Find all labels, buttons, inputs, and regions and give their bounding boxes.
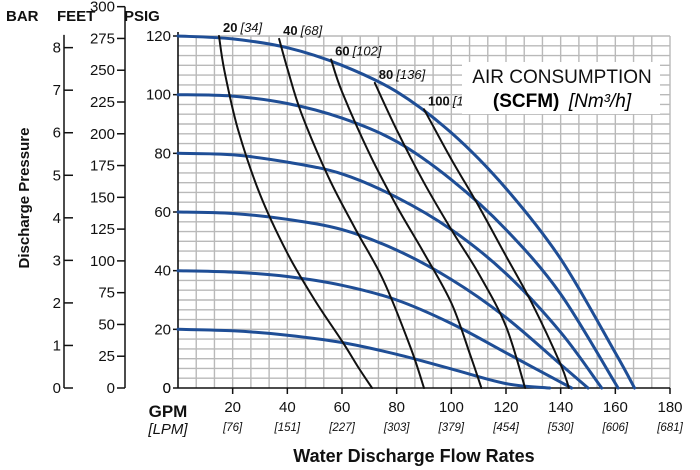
feet-unit-header: FEET: [57, 8, 95, 25]
feet-tick-label: 50: [98, 316, 115, 333]
x-tick-gpm-label: 20: [224, 399, 241, 416]
bar-unit-header: BAR: [6, 8, 39, 25]
air-label-nm3h: [34]: [239, 20, 262, 35]
x-tick-lpm-label: [606]: [602, 422, 629, 434]
performance-curve: [176, 327, 552, 390]
x-tick-lpm-label: [303]: [383, 422, 410, 434]
psig-unit-header: PSIG: [124, 8, 160, 25]
x-tick-lpm-label: [151]: [274, 422, 301, 434]
air-label-scfm: 20: [223, 20, 237, 35]
bar-tick-label: 3: [53, 252, 61, 269]
performance-curves: [176, 34, 636, 390]
performance-curve: [176, 269, 574, 390]
psig-tick-label: 40: [154, 263, 171, 280]
bar-tick-label: 5: [53, 167, 61, 184]
air-consumption-label: 20 [34]: [223, 20, 263, 35]
psig-tick-label: 0: [163, 380, 171, 397]
legend-nm3h: [Nm³/h]: [568, 91, 632, 112]
performance-curve: [176, 93, 620, 390]
legend-scfm: (SCFM): [493, 91, 559, 112]
air-label-nm3h: [136]: [395, 67, 425, 82]
x-tick-gpm-label: 0: [163, 380, 171, 397]
x-tick-gpm-label: 120: [493, 399, 518, 416]
performance-curve: [176, 151, 604, 390]
feet-tick-label: 225: [90, 94, 115, 111]
x-tick-gpm-label: 140: [548, 399, 573, 416]
feet-tick-label: 250: [90, 62, 115, 79]
psig-tick-label: 60: [154, 204, 171, 221]
bar-tick-label: 7: [53, 82, 61, 99]
psig-tick-label: 120: [146, 28, 171, 45]
x-unit-gpm: GPM: [149, 402, 188, 421]
bar-tick-label: 6: [53, 125, 61, 142]
bar-tick-label: 8: [53, 40, 61, 57]
air-label-scfm: 100: [428, 93, 450, 108]
air-label-scfm: 40: [283, 23, 297, 38]
bar-axis: 0 1 2 3 4 5 6 7 8: [53, 34, 73, 397]
x-tick-gpm-label: 100: [439, 399, 464, 416]
legend-title: AIR CONSUMPTION: [472, 67, 651, 88]
x-tick-lpm-label: [379]: [438, 422, 465, 434]
feet-tick-label: 25: [98, 348, 115, 365]
x-tick-gpm-label: 40: [279, 399, 296, 416]
x-tick-gpm-label: 60: [334, 399, 351, 416]
air-label-nm3h: [102]: [352, 44, 382, 59]
air-consumption-curve: [218, 35, 374, 389]
bar-tick-label: 1: [53, 337, 61, 354]
psig-tick-label: 100: [146, 87, 171, 104]
air-consumption-curve: [278, 37, 425, 389]
x-tick-lpm-label: [227]: [328, 422, 355, 434]
air-label-nm3h: [68]: [300, 23, 323, 38]
x-tick-lpm-label: [681]: [656, 422, 683, 434]
air-consumption-curve: [373, 81, 527, 389]
feet-tick-label: 175: [90, 158, 115, 175]
air-consumption-curve: [423, 108, 570, 389]
bar-tick-label: 0: [53, 380, 61, 397]
feet-tick-label: 300: [90, 0, 115, 16]
psig-tick-label: 20: [154, 321, 171, 338]
x-axis: 0 20 40 60 80 100 120 140 160 180 [76] [151] [227] [3…: [163, 380, 684, 434]
psig-tick-label: 80: [154, 145, 171, 162]
air-consumption-labels: 20[34]40[68]60[102]80[136]100[170]: [223, 20, 482, 108]
air-consumption-label: 60 [102]: [335, 44, 382, 59]
x-tick-gpm-label: 80: [388, 399, 405, 416]
x-tick-lpm-label: [76]: [222, 422, 243, 434]
x-tick-lpm-label: [454]: [492, 422, 519, 434]
air-consumption-curve: [330, 58, 483, 389]
performance-curve: [176, 34, 636, 390]
feet-tick-label: 275: [90, 30, 115, 47]
bar-tick-label: 4: [53, 210, 61, 227]
air-consumption-label: 40 [68]: [283, 23, 323, 38]
feet-tick-label: 125: [90, 221, 115, 238]
x-tick-gpm-label: 180: [657, 399, 682, 416]
performance-curve: [176, 210, 590, 390]
x-tick-gpm-label: 160: [603, 399, 628, 416]
bar-tick-label: 2: [53, 295, 61, 312]
air-label-scfm: 60: [335, 44, 349, 59]
feet-tick-label: 150: [90, 189, 115, 206]
y-axis-title: Discharge Pressure: [16, 128, 33, 269]
air-label-scfm: 80: [379, 67, 393, 82]
feet-axis: 0 25 50 75 100 125 150 175 200 225 250 275 300: [90, 0, 126, 397]
x-tick-lpm-label: [530]: [547, 422, 574, 434]
feet-tick-label: 100: [90, 253, 115, 270]
x-unit-lpm: [LPM]: [147, 421, 188, 438]
legend-box: [462, 62, 660, 114]
legend-subtitle: (SCFM) [Nm³/h]: [493, 91, 632, 112]
air-consumption-curves: [218, 35, 570, 389]
feet-tick-label: 75: [98, 285, 115, 302]
psig-axis: 0 20 40 60 80 100 120: [146, 28, 178, 397]
x-axis-title: Water Discharge Flow Rates: [293, 446, 534, 466]
feet-tick-label: 200: [90, 126, 115, 143]
air-consumption-label: 80 [136]: [379, 67, 426, 82]
feet-tick-label: 0: [107, 380, 115, 397]
